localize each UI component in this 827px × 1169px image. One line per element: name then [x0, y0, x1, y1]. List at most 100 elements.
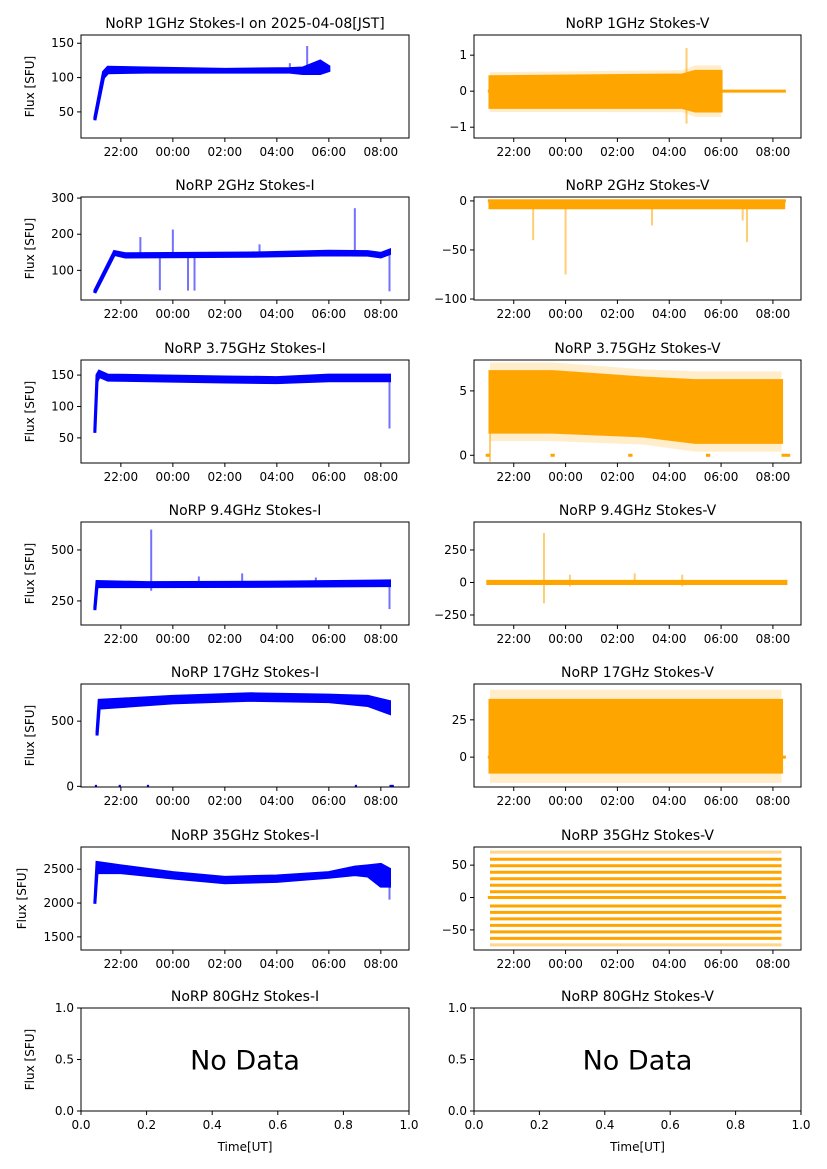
- no-data-label: No Data: [190, 1046, 300, 1077]
- y-tick-label: 50: [59, 105, 74, 119]
- x-axis-label: Time[UT]: [609, 1140, 665, 1154]
- x-tick-label: 02:00: [600, 307, 635, 321]
- y-axis-label: Flux [SFU]: [23, 705, 37, 766]
- x-tick-label: 0.2: [530, 1118, 549, 1132]
- y-tick-label: 0: [459, 575, 467, 589]
- x-tick-label: 06:00: [704, 957, 739, 971]
- x-tick-label: 22:00: [104, 145, 139, 159]
- x-tick-label: 22:00: [104, 307, 139, 321]
- x-tick-label: 06:00: [312, 470, 347, 484]
- subplot-title: NoRP 80GHz Stokes-I: [171, 989, 319, 1005]
- plot-area: [93, 529, 392, 611]
- subplot-title: NoRP 1GHz Stokes-I on 2025-04-08[JST]: [105, 16, 385, 32]
- axes-frame: [473, 521, 802, 626]
- plot-area: [487, 47, 786, 124]
- subplot-i3: 22:00 00:00 02:00 04:00 06:00 08:00 50 100 150 No…: [23, 341, 410, 484]
- y-tick-label: 300: [51, 191, 74, 205]
- x-tick-label: 0.4: [595, 1118, 614, 1132]
- y-tick-label: 0.5: [448, 1053, 467, 1067]
- subplot-title: NoRP 9.4GHz Stokes-I: [169, 503, 322, 519]
- y-tick-label: 1500: [43, 930, 74, 944]
- axes-frame: [80, 846, 410, 951]
- x-tick-label: 02:00: [600, 145, 635, 159]
- x-tick-label: 08:00: [364, 307, 399, 321]
- subplot-v1: 22:00 00:00 02:00 04:00 06:00 08:00 −1 0 1 NoRP 1…: [449, 16, 802, 159]
- x-tick-label: 22:00: [496, 470, 531, 484]
- x-tick-label: 1.0: [399, 1118, 418, 1132]
- x-tick-label: 02:00: [600, 470, 635, 484]
- x-tick-label: 0.6: [661, 1118, 680, 1132]
- data-outliers: [489, 65, 722, 117]
- subplot-v3: 22:00 00:00 02:00 04:00 06:00 08:00 0 5 NoRP 3.7…: [459, 341, 802, 484]
- x-tick-label: 02:00: [208, 145, 243, 159]
- x-tick-label: 08:00: [364, 957, 399, 971]
- y-tick-label: −250: [434, 608, 467, 622]
- x-tick-label: 0.2: [137, 1118, 156, 1132]
- subplot-i6: 22:00 00:00 02:00 04:00 06:00 08:00 1500 2000 25…: [15, 828, 410, 971]
- x-tick-label: 08:00: [756, 470, 791, 484]
- x-tick-label: 04:00: [652, 794, 687, 808]
- x-tick-label: 04:00: [652, 957, 687, 971]
- x-tick-label: 04:00: [652, 470, 687, 484]
- y-axis-label: Flux [SFU]: [23, 56, 37, 117]
- x-tick-label: 00:00: [156, 307, 191, 321]
- y-axis-label: Flux [SFU]: [23, 1029, 37, 1090]
- y-tick-label: 5: [459, 384, 467, 398]
- x-tick-label: 22:00: [496, 794, 531, 808]
- axes-frame: [80, 359, 410, 464]
- x-tick-label: 08:00: [364, 794, 399, 808]
- y-tick-label: 25: [452, 713, 467, 727]
- x-tick-label: 0.0: [464, 1118, 483, 1132]
- x-tick-label: 04:00: [260, 957, 295, 971]
- x-tick-label: 06:00: [312, 632, 347, 646]
- y-tick-label: 100: [51, 263, 74, 277]
- x-tick-label: 02:00: [208, 794, 243, 808]
- x-tick-label: 00:00: [156, 470, 191, 484]
- subplot-i4: 22:00 00:00 02:00 04:00 06:00 08:00 250 500 NoRP…: [23, 503, 410, 646]
- y-axis-label: Flux [SFU]: [23, 543, 37, 604]
- x-tick-label: 06:00: [312, 145, 347, 159]
- y-tick-label: 50: [452, 858, 467, 872]
- x-tick-label: 06:00: [704, 470, 739, 484]
- plot-area: [487, 199, 786, 275]
- subplot-title: NoRP 17GHz Stokes-V: [561, 665, 714, 681]
- x-tick-label: 08:00: [364, 470, 399, 484]
- x-tick-label: 22:00: [496, 632, 531, 646]
- y-tick-label: 2000: [43, 896, 74, 910]
- y-axis-label: Flux [SFU]: [15, 868, 29, 929]
- subplot-title: NoRP 3.75GHz Stokes-I: [164, 341, 326, 357]
- data-band: [93, 369, 392, 433]
- x-tick-label: 00:00: [156, 794, 191, 808]
- y-tick-label: 0: [66, 779, 74, 793]
- subplot-title: NoRP 1GHz Stokes-V: [565, 16, 709, 32]
- subplot-title: NoRP 2GHz Stokes-I: [175, 178, 314, 194]
- data-outliers: [489, 689, 782, 783]
- x-tick-label: 00:00: [548, 794, 583, 808]
- x-tick-label: 0.4: [203, 1118, 222, 1132]
- x-tick-label: 04:00: [260, 470, 295, 484]
- subplot-i2: 22:00 00:00 02:00 04:00 06:00 08:00 100 200 300 N…: [23, 178, 410, 321]
- axes-frame: [473, 683, 802, 788]
- y-tick-label: 2500: [43, 862, 74, 876]
- y-tick-label: 0: [459, 891, 467, 905]
- x-tick-label: 00:00: [548, 307, 583, 321]
- y-tick-label: −50: [442, 243, 467, 257]
- x-tick-label: 08:00: [756, 145, 791, 159]
- y-tick-label: −100: [434, 292, 467, 306]
- x-tick-label: 06:00: [704, 145, 739, 159]
- y-tick-label: 100: [51, 399, 74, 413]
- axes-frame: [473, 196, 802, 301]
- y-tick-label: 200: [51, 227, 74, 241]
- y-tick-label: 0.5: [55, 1053, 74, 1067]
- axes-frame: [80, 196, 410, 301]
- subplot-v5: 22:00 00:00 02:00 04:00 06:00 08:00 0 25 NoRP 17…: [452, 665, 802, 808]
- plot-area: [487, 689, 786, 783]
- x-tick-label: 22:00: [104, 957, 139, 971]
- x-tick-label: 06:00: [312, 307, 347, 321]
- x-tick-label: 06:00: [704, 632, 739, 646]
- y-axis-label: Flux [SFU]: [23, 218, 37, 279]
- x-axis-label: Time[UT]: [217, 1140, 273, 1154]
- y-tick-label: 0: [459, 84, 467, 98]
- x-tick-label: 04:00: [652, 307, 687, 321]
